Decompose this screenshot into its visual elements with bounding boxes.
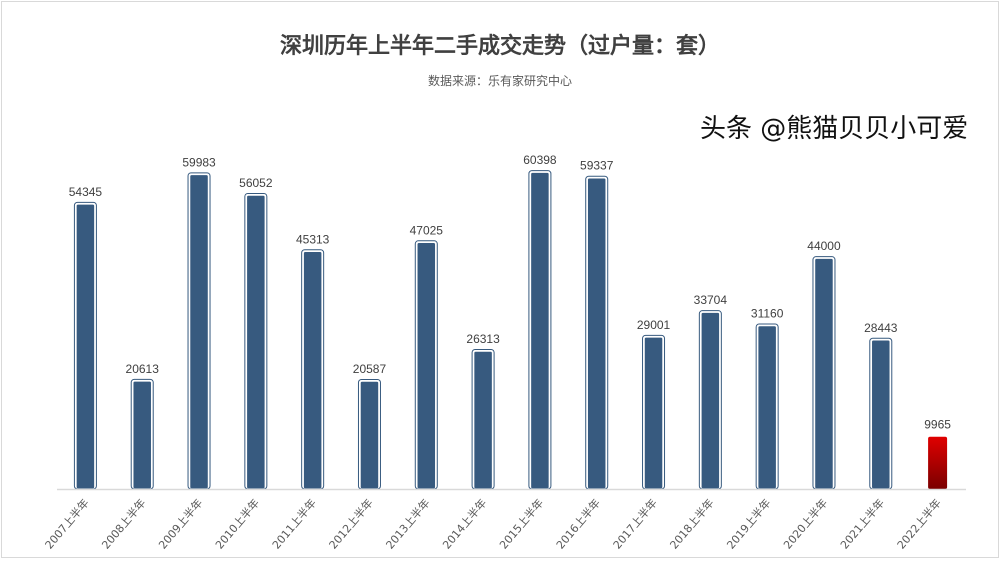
bar <box>813 257 835 490</box>
data-label: 44000 <box>807 239 841 253</box>
x-tick-label: 2007上半年 <box>42 496 92 552</box>
chart-title: 深圳历年上半年二手成交走势（过户量：套） <box>279 34 720 59</box>
x-tick-label: 2022上半年 <box>894 496 944 552</box>
bar <box>472 350 494 490</box>
bar <box>416 241 437 490</box>
data-label: 20613 <box>126 362 160 376</box>
data-label: 59983 <box>182 155 216 169</box>
bar <box>75 203 96 490</box>
x-tick-label: 2018上半年 <box>667 496 717 552</box>
x-tick-label: 2010上半年 <box>212 496 262 552</box>
x-tick-label: 2011上半年 <box>269 496 319 552</box>
bar <box>359 380 380 490</box>
x-tick-label: 2009上半年 <box>155 496 205 552</box>
data-label: 33704 <box>694 293 728 307</box>
data-label: 54345 <box>69 185 103 199</box>
data-label: 9965 <box>924 418 951 432</box>
bar <box>245 194 267 490</box>
data-label: 59337 <box>580 159 614 173</box>
bar <box>188 173 210 490</box>
bar <box>131 380 153 490</box>
chart-frame <box>1 1 999 558</box>
bar <box>586 176 607 490</box>
x-tick-label: 2016上半年 <box>553 496 603 552</box>
data-label: 26313 <box>466 332 500 346</box>
bar <box>870 339 892 490</box>
x-tick-label: 2019上半年 <box>724 496 774 552</box>
x-tick-label: 2021上半年 <box>837 496 887 552</box>
data-label: 31160 <box>751 307 784 321</box>
chart-subtitle: 数据来源：乐有家研究中心 <box>427 74 572 88</box>
x-tick-label: 2017上半年 <box>610 496 660 552</box>
data-label: 20587 <box>353 362 387 376</box>
bar <box>529 171 551 490</box>
x-tick-label: 2013上半年 <box>383 496 433 552</box>
watermark: 头条 @熊猫贝贝小可爱 <box>700 114 969 144</box>
x-tick-label: 2015上半年 <box>496 496 546 552</box>
data-label: 60398 <box>523 153 557 167</box>
data-label: 47025 <box>410 223 444 237</box>
x-tick-label: 2008上半年 <box>99 496 149 552</box>
bar <box>700 311 721 490</box>
x-tick-label: 2012上半年 <box>326 496 376 552</box>
data-label: 29001 <box>637 318 671 332</box>
x-tick-label: 2020上半年 <box>780 496 830 552</box>
bar <box>928 436 948 489</box>
bar <box>643 336 664 490</box>
bar <box>302 250 323 490</box>
data-label: 56052 <box>239 176 273 190</box>
data-label: 28443 <box>864 321 898 335</box>
bar <box>756 324 778 490</box>
data-label: 45313 <box>296 232 330 246</box>
x-tick-label: 2014上半年 <box>439 496 489 552</box>
